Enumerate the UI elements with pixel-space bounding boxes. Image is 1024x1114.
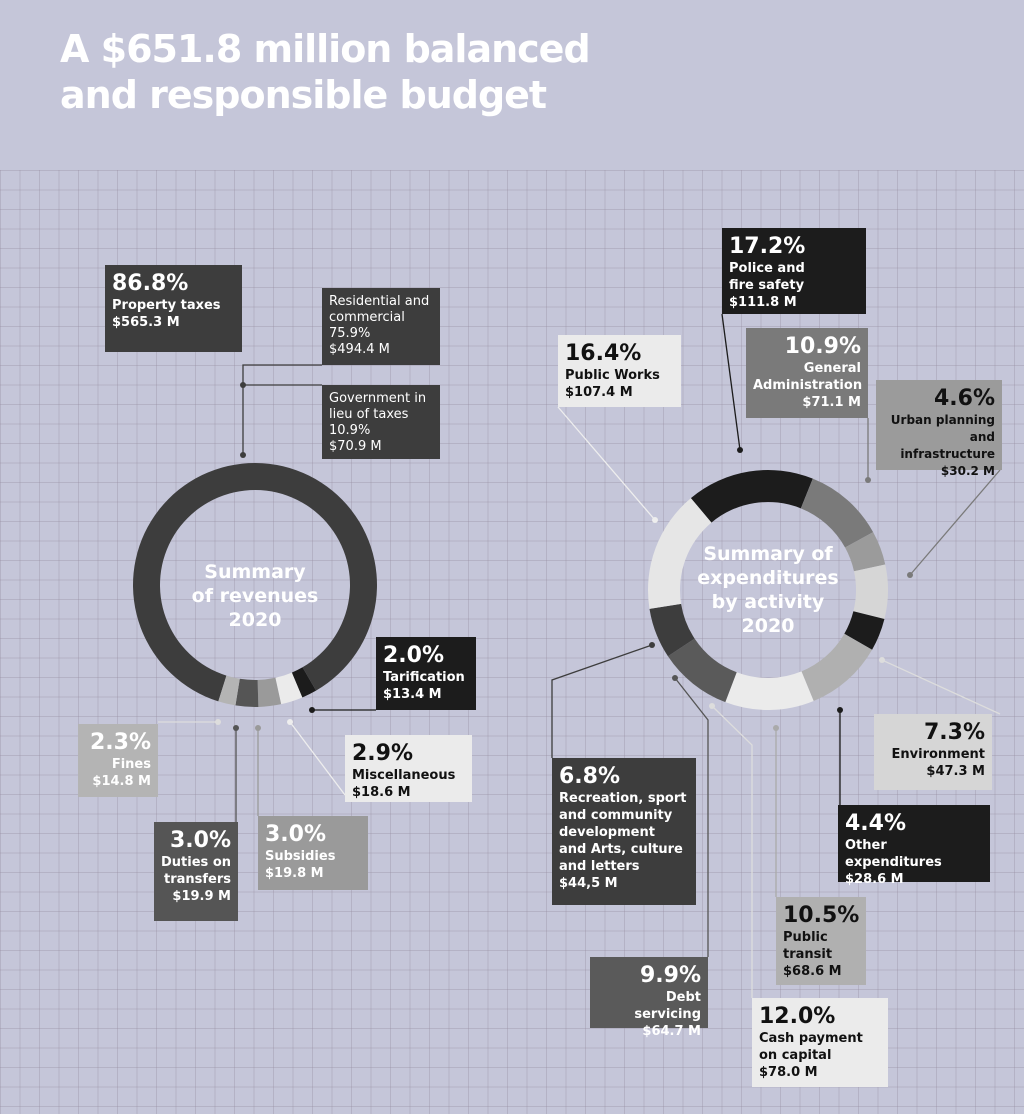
leader-dot: [837, 707, 843, 713]
label-tarification: 2.0% Tarification $13.4 M: [376, 637, 476, 710]
leader-dot: [255, 725, 261, 731]
label-public-transit: 10.5% Public transit $68.6 M: [776, 897, 866, 985]
slice-other-expenditures: [844, 611, 885, 650]
slice-subsidies: [257, 677, 282, 707]
slice-public-transit: [801, 633, 873, 701]
leader-dot: [672, 675, 678, 681]
label-recreation: 6.8% Recreation, sport and community develo…: [552, 758, 696, 905]
label-general-administration: 10.9% General Administration $71.1 M: [746, 328, 868, 418]
expenditure-donut-title: Summary of expenditures by activity 2020: [697, 543, 839, 637]
expenditure-donut: [648, 470, 888, 710]
leader-dot: [737, 447, 743, 453]
leader-line: [674, 677, 709, 957]
leader-line: [711, 705, 753, 998]
label-public-works: 16.4% Public Works $107.4 M: [558, 335, 681, 407]
leader-line: [557, 406, 656, 521]
revenue-donut-title: Summary of revenues 2020: [191, 561, 319, 631]
slice-urban-planning-and-infrastructure: [845, 532, 886, 572]
leader-dot: [240, 382, 246, 388]
slice-miscellaneous: [275, 672, 303, 705]
leader-dot: [652, 517, 658, 523]
label-property-taxes: 86.8% Property taxes $565.3 M: [105, 265, 242, 352]
leader-dot: [233, 725, 239, 731]
leader-dot: [865, 477, 871, 483]
label-debt-servicing: 9.9% Debt servicing $64.7 M: [590, 957, 708, 1039]
page-title: A $651.8 million balanced and responsibl…: [60, 27, 591, 117]
slice-public-works: [648, 498, 712, 609]
leader-line: [721, 313, 741, 451]
leader-dot: [287, 719, 293, 725]
slice-recreation-sport-and-community-development-and-arts-culture-and-letters: [649, 603, 695, 657]
revenue-donut: [133, 462, 378, 707]
leader-dot: [907, 572, 913, 578]
leader-dot: [649, 642, 655, 648]
label-duties-on-transfers: 3.0% Duties on transfers $19.9 M: [154, 822, 238, 921]
slice-fines: [218, 675, 240, 706]
leader-dot: [879, 657, 885, 663]
leader-dot: [309, 707, 315, 713]
slice-environment: [853, 564, 888, 620]
leader-dot: [215, 719, 221, 725]
leader-dot: [240, 452, 246, 458]
label-other-expenditures: 4.4% Other expenditures $28.6 M: [838, 805, 990, 887]
label-fines: 2.3% Fines $14.8 M: [78, 724, 158, 797]
label-subsidies: 3.0% Subsidies $19.8 M: [258, 816, 368, 890]
label-cash-payment: 12.0% Cash payment on capital $78.0 M: [752, 998, 888, 1087]
label-environment: 7.3% Environment $47.3 M: [874, 714, 992, 790]
leader-line: [242, 364, 322, 455]
label-residential: Residential and commercial 75.9% $494.4 M: [322, 288, 440, 365]
slice-duties-on-transfers: [235, 678, 259, 707]
label-police: 17.2% Police and fire safety $111.8 M: [722, 228, 866, 314]
leader-line: [551, 644, 653, 758]
label-government: Government in lieu of taxes 10.9% $70.9 M: [322, 385, 440, 459]
leader-dot: [709, 703, 715, 709]
slice-debt-servicing: [667, 638, 737, 703]
label-miscellaneous: 2.9% Miscellaneous $18.6 M: [345, 735, 472, 802]
slice-cash-payment-on-capital: [725, 671, 814, 710]
leader-line: [909, 469, 1001, 576]
slice-general-administration: [800, 478, 874, 548]
slice-tarification: [291, 667, 317, 698]
label-urban-planning: 4.6% Urban planning and infrastructure $30.…: [876, 380, 1002, 478]
leader-line: [881, 659, 1001, 715]
leader-dot: [773, 725, 779, 731]
leader-line: [289, 721, 346, 796]
slice-police-and-fire-safety: [690, 470, 813, 523]
